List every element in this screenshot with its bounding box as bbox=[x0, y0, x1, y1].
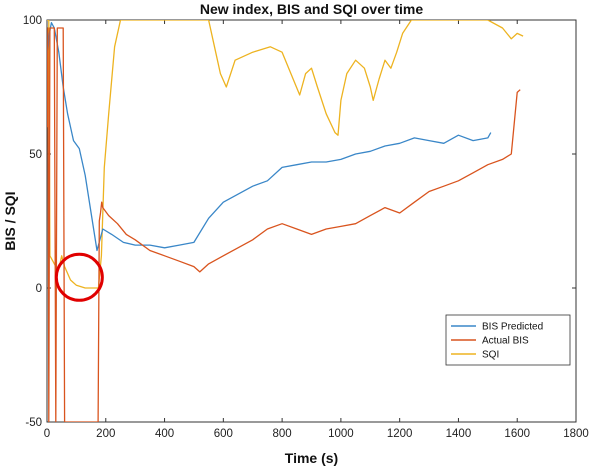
series-line-actual-bis bbox=[47, 27, 521, 422]
x-tick-label: 1000 bbox=[328, 428, 354, 440]
y-tick-label: 0 bbox=[36, 283, 42, 295]
series-layer bbox=[47, 20, 524, 422]
y-axis-label: BIS / SQI bbox=[2, 191, 18, 250]
x-tick-label: 200 bbox=[96, 428, 115, 440]
x-tick-label: 1800 bbox=[563, 428, 589, 440]
x-tick-label: 0 bbox=[44, 428, 50, 440]
x-axis-label: Time (s) bbox=[285, 450, 338, 466]
x-tick-label: 1400 bbox=[446, 428, 472, 440]
y-tick-label: -50 bbox=[25, 417, 42, 429]
legend-label: BIS Predicted bbox=[482, 322, 543, 333]
series-line-bis-predicted bbox=[47, 22, 492, 252]
x-tick-label: 1600 bbox=[504, 428, 530, 440]
legend: BIS Predicted Actual BIS SQI bbox=[445, 314, 571, 366]
x-tick-label: 400 bbox=[155, 428, 174, 440]
chart-title: New index, BIS and SQI over time bbox=[200, 1, 423, 17]
annotation-circle bbox=[54, 252, 104, 302]
y-tick-label: 100 bbox=[23, 15, 42, 27]
legend-label: SQI bbox=[482, 350, 499, 361]
x-tick-label: 800 bbox=[273, 428, 292, 440]
x-tick-label: 1200 bbox=[387, 428, 413, 440]
x-tick-label: 600 bbox=[214, 428, 233, 440]
annotation-layer bbox=[54, 252, 104, 302]
y-tick-label: 50 bbox=[29, 149, 42, 161]
axis-ticks: 0 200 400 600 800 1000 1200 1400 1600 1800-500501… bbox=[23, 15, 589, 440]
series-line-sqi bbox=[47, 20, 524, 289]
legend-label: Actual BIS bbox=[482, 336, 529, 347]
